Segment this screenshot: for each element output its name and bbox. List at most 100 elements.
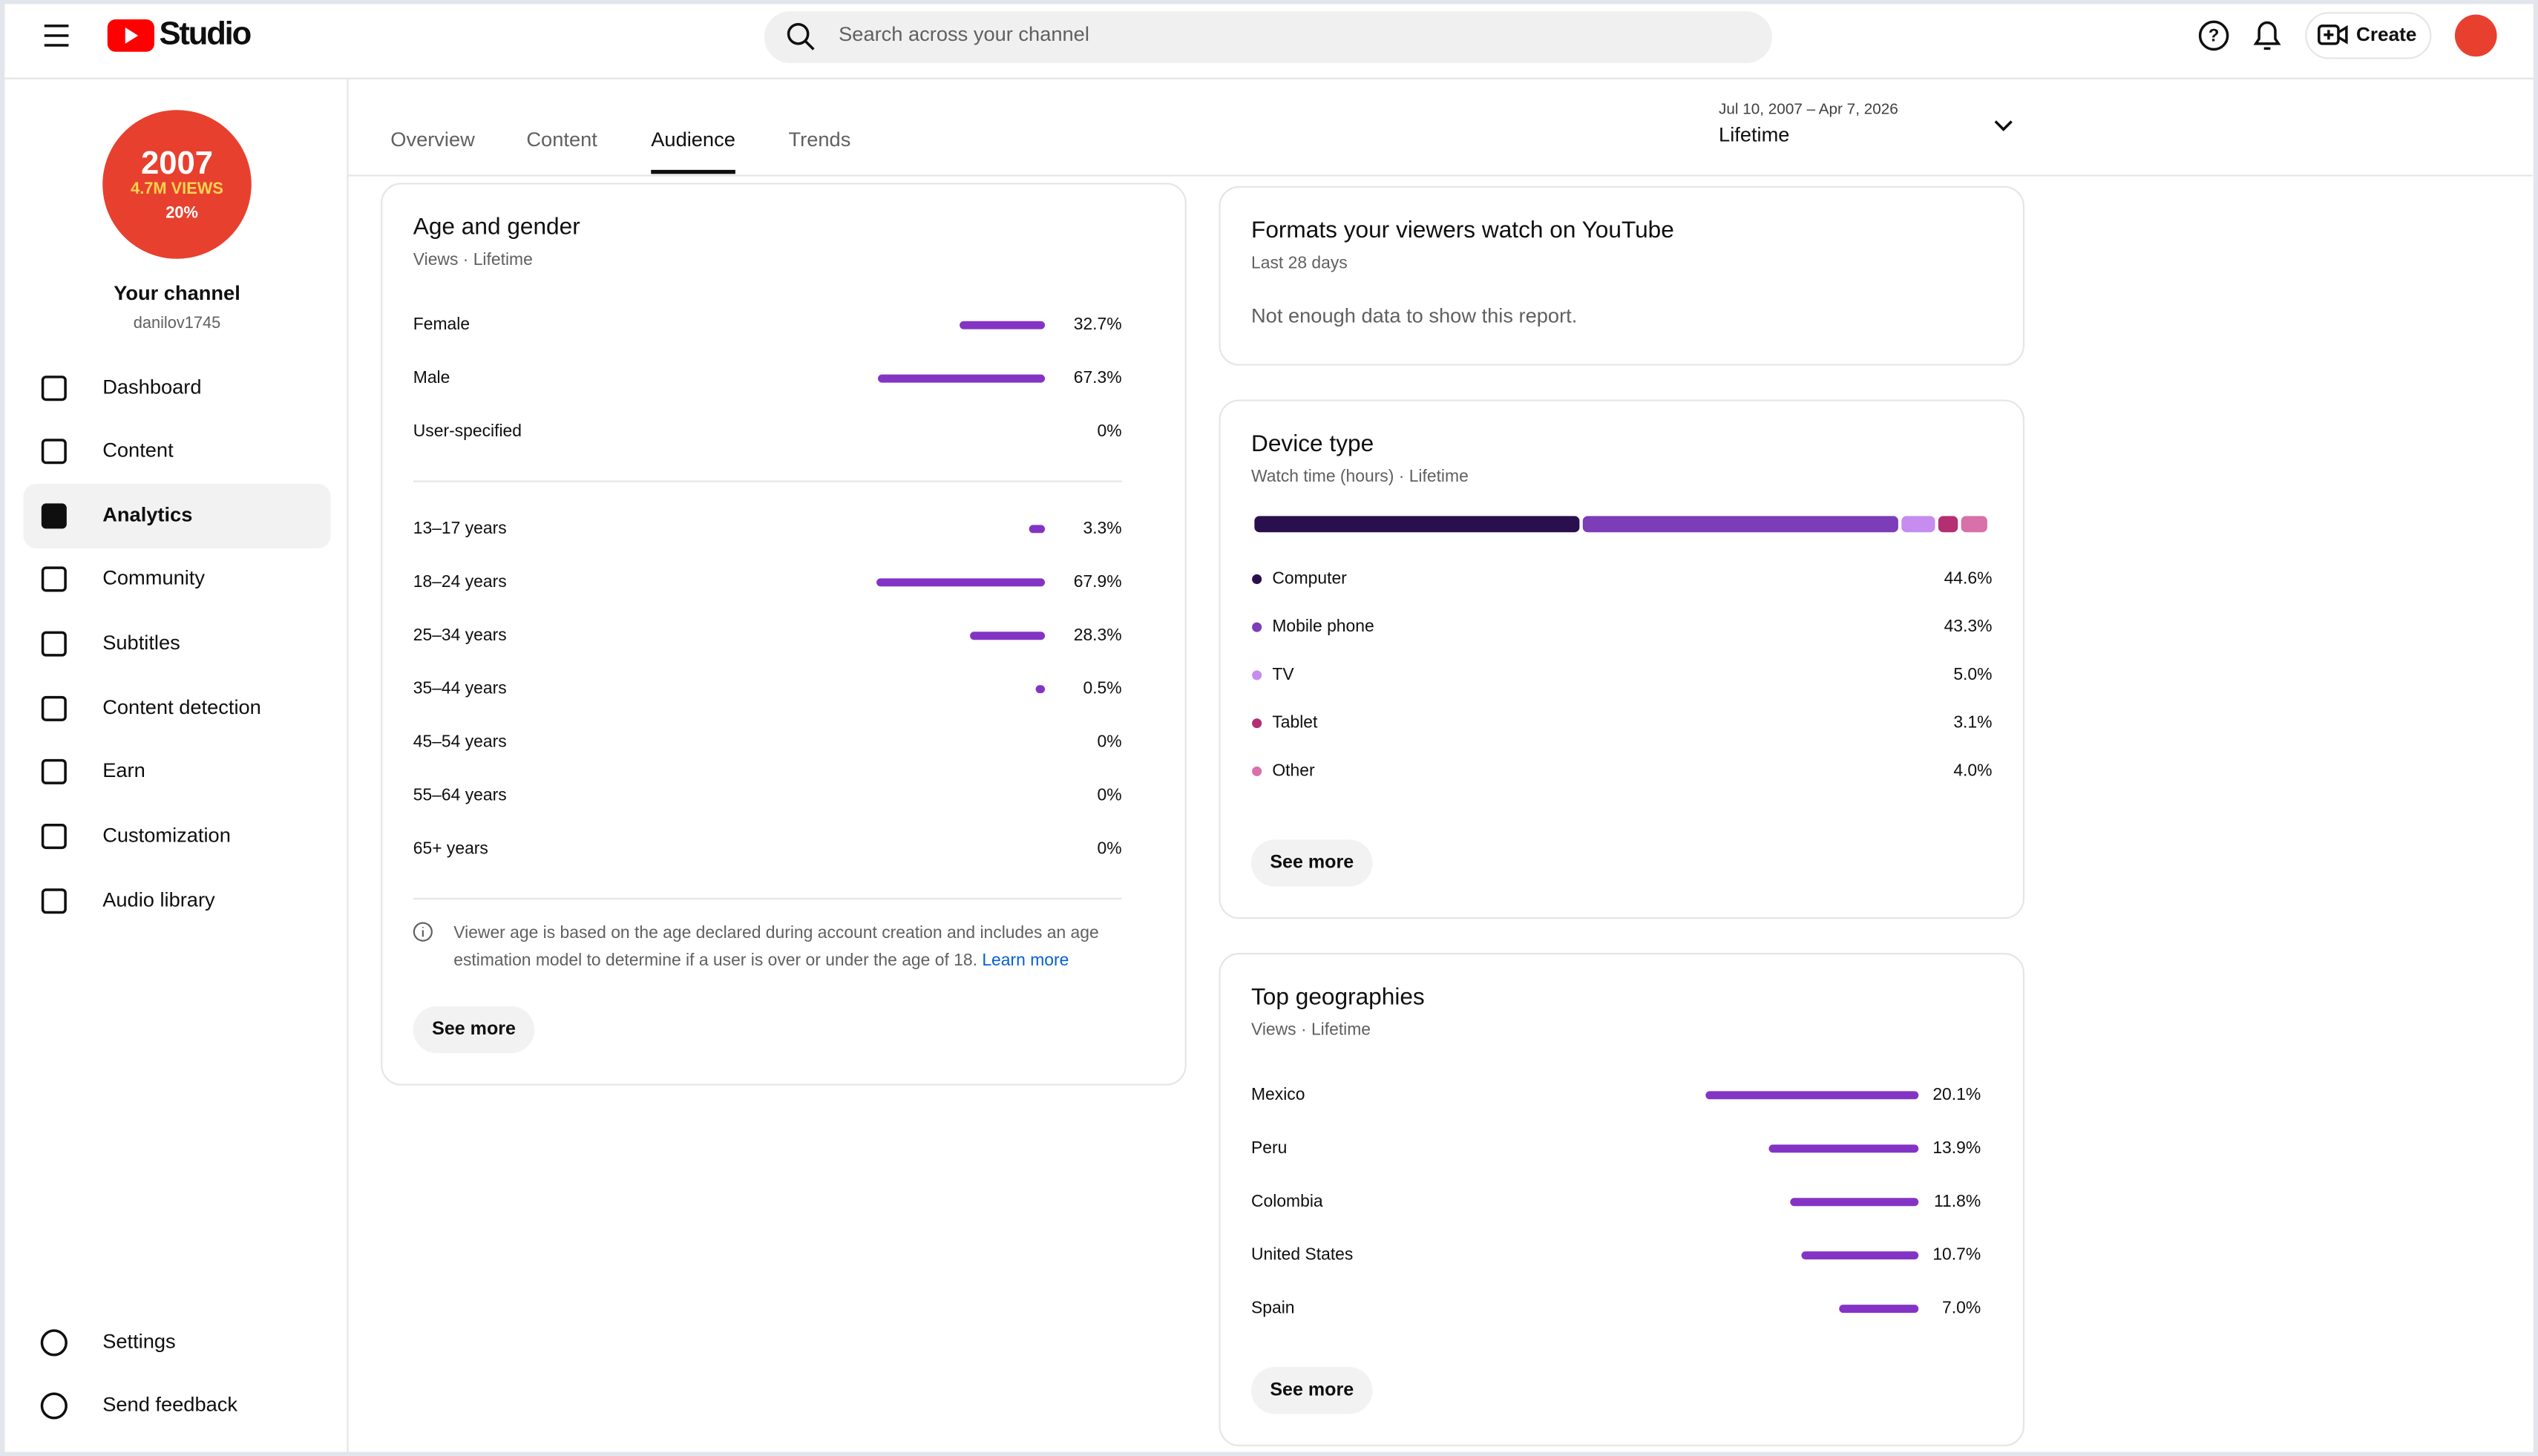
nav-label: Content	[102, 438, 174, 461]
row-value: 13.9%	[1932, 1138, 1981, 1157]
nav-item[interactable]: Analytics	[23, 483, 331, 549]
nav-item[interactable]: Content	[41, 438, 174, 465]
row-label: User-specified	[413, 421, 522, 440]
nav-item[interactable]: Community	[41, 566, 206, 592]
card-subtitle: Last 28 days	[1251, 252, 1348, 272]
help-button[interactable]: ?	[2198, 20, 2229, 51]
row-value: 0.5%	[1083, 678, 1121, 698]
card-subtitle: Watch time (hours) · Lifetime	[1251, 466, 1469, 485]
button-label: See more	[432, 1018, 516, 1039]
nav-icon	[41, 888, 67, 914]
tab-label: Audience	[651, 128, 735, 151]
row-value: 0%	[1098, 732, 1122, 751]
tab-label: Overview	[390, 128, 475, 151]
date-picker[interactable]: Jul 10, 2007 – Apr 7, 2026 Lifetime	[1719, 101, 2013, 146]
row-label: Tablet	[1272, 712, 1318, 732]
row-label: Other	[1272, 760, 1315, 779]
row-value: 3.3%	[1083, 518, 1121, 537]
legend-dot	[1252, 670, 1262, 681]
card	[381, 183, 1187, 1086]
see-more-button[interactable]: See more	[1251, 1367, 1373, 1414]
nav-label: Earn	[102, 758, 145, 781]
see-more-button[interactable]: See more	[1251, 839, 1373, 887]
date-label: Lifetime	[1719, 122, 1789, 145]
note-line: Viewer age is based on the age declared …	[453, 922, 1098, 942]
logo[interactable]: Studio	[107, 16, 252, 52]
nav-item[interactable]: Content detection	[41, 695, 261, 721]
row-label: Spain	[1251, 1298, 1295, 1317]
row-value: 10.7%	[1932, 1245, 1981, 1264]
card-title: Age and gender	[413, 213, 580, 240]
nav-item[interactable]: Subtitles	[41, 631, 180, 657]
learn-more-link[interactable]: Learn more	[982, 950, 1069, 969]
notifications-button[interactable]	[2253, 21, 2281, 50]
row-label: 35–44 years	[413, 678, 507, 698]
create-button[interactable]: Create	[2305, 12, 2432, 59]
nav-icon	[41, 631, 67, 657]
nav-item[interactable]: Customization	[41, 823, 231, 850]
nav-item[interactable]: Earn	[41, 758, 145, 784]
row-label: Mexico	[1251, 1084, 1305, 1104]
tab-label: Trends	[789, 128, 851, 151]
nav-item[interactable]: Settings	[40, 1329, 176, 1357]
stack-segment	[1961, 516, 1987, 533]
legend-dot	[1252, 718, 1262, 729]
card-title: Formats your viewers watch on YouTube	[1251, 216, 1674, 243]
nav-item[interactable]: Dashboard	[41, 375, 202, 401]
row-value: 67.9%	[1074, 571, 1122, 591]
row-value: 0%	[1098, 785, 1122, 804]
nav-item[interactable]: Audio library	[41, 888, 215, 914]
legend-dot	[1252, 622, 1262, 632]
legend-dot	[1252, 574, 1262, 584]
account-avatar[interactable]	[2454, 14, 2497, 57]
row-value: 11.8%	[1934, 1191, 1981, 1210]
svg-text:?: ?	[2209, 25, 2220, 45]
search-box[interactable]: Search across your channel	[764, 11, 1772, 64]
tabs: Overview Content Audience Trends	[390, 128, 850, 174]
nav-icon	[41, 824, 67, 850]
row-label: 13–17 years	[413, 518, 507, 537]
card-title: Top geographies	[1251, 983, 1425, 1009]
nav-item[interactable]: Send feedback	[40, 1392, 237, 1420]
avatar-line: 4.7M VIEWS	[131, 179, 223, 197]
nav-icon	[41, 695, 67, 721]
tab[interactable]: Content	[526, 128, 597, 151]
card-subtitle: Views · Lifetime	[413, 249, 533, 269]
row-label: Female	[413, 314, 470, 333]
nav-icon	[41, 439, 67, 465]
nav-label: Send feedback	[102, 1393, 237, 1416]
stack-segment	[1901, 516, 1935, 533]
channel-avatar: 2007 4.7M VIEWS 20%	[102, 110, 252, 259]
tab[interactable]: Audience	[651, 128, 735, 174]
empty-message: Not enough data to show this report.	[1251, 304, 1577, 327]
row-value: 3.1%	[1953, 712, 1992, 732]
row-value: 43.3%	[1944, 616, 1993, 635]
row-value: 0%	[1098, 421, 1122, 440]
card-subtitle: Views · Lifetime	[1251, 1020, 1371, 1039]
card	[1219, 953, 2025, 1446]
tab-underline	[651, 169, 735, 174]
see-more-button[interactable]: See more	[413, 1006, 535, 1054]
card-title: Device type	[1251, 430, 1374, 456]
channel-name: Your channel	[114, 281, 240, 304]
nav-label: Dashboard	[102, 375, 201, 398]
cards: Age and gender Views · Lifetime Viewer a…	[381, 183, 2025, 1446]
stack-segment	[1582, 516, 1898, 533]
nav-label: Analytics	[102, 503, 192, 526]
nav-active-bg	[23, 483, 331, 549]
row-label: 45–54 years	[413, 732, 507, 751]
row-value: 32.7%	[1074, 314, 1122, 333]
sidebar-nav: Dashboard Content Analytics Community Subtit…	[23, 375, 331, 1420]
stack-segment	[1938, 516, 1958, 533]
nav-label: Community	[102, 566, 205, 589]
menu-button[interactable]	[44, 24, 69, 47]
row-value: 20.1%	[1932, 1084, 1981, 1104]
button-label: See more	[1270, 852, 1354, 873]
row-label: Male	[413, 367, 450, 387]
tab[interactable]: Overview	[390, 128, 475, 151]
row-value: 0%	[1098, 839, 1122, 858]
tab[interactable]: Trends	[789, 128, 851, 151]
nav-icon	[40, 1329, 68, 1357]
